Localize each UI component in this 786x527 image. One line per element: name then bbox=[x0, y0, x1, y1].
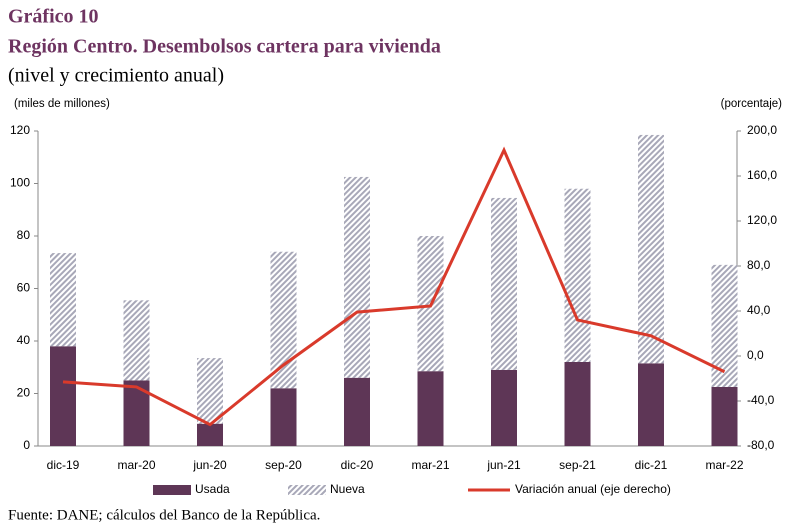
y-tick-label: 40 bbox=[17, 333, 31, 347]
bar bbox=[50, 253, 76, 347]
y-tick-label: 60 bbox=[17, 281, 31, 295]
bar bbox=[123, 300, 150, 381]
y-tick-label: 120 bbox=[10, 123, 30, 137]
y-tick-label: 80 bbox=[17, 228, 31, 242]
bar bbox=[638, 363, 664, 446]
x-tick-label: mar-20 bbox=[117, 458, 155, 472]
legend-label: Nueva bbox=[330, 482, 365, 496]
legend-swatch bbox=[153, 485, 191, 495]
x-tick-label: sep-21 bbox=[559, 458, 596, 472]
line-series bbox=[62, 146, 726, 427]
y2-tick-label: 0,0 bbox=[747, 348, 764, 362]
y2-tick-label: -80,0 bbox=[747, 438, 775, 452]
source: Fuente: DANE; cálculos del Banco de la R… bbox=[8, 507, 320, 523]
legend-swatch bbox=[288, 485, 326, 495]
chart-title: Gráfico 10 bbox=[8, 6, 99, 28]
y-axis-label: (miles de millones) bbox=[14, 98, 110, 110]
x-tick-label: jun-20 bbox=[192, 458, 227, 472]
bar bbox=[711, 386, 738, 446]
x-tick-label: dic-21 bbox=[635, 458, 668, 472]
bar bbox=[491, 369, 517, 446]
y2-tick-label: 160,0 bbox=[747, 168, 777, 182]
bar bbox=[270, 251, 297, 389]
y-tick-label: 0 bbox=[23, 438, 30, 452]
bar bbox=[344, 377, 370, 446]
bar bbox=[564, 188, 591, 362]
bar bbox=[417, 371, 444, 446]
bar bbox=[197, 423, 223, 446]
y-tick-label: 20 bbox=[17, 386, 31, 400]
y-tick-label: 100 bbox=[10, 176, 30, 190]
bar bbox=[564, 362, 591, 446]
bar bbox=[638, 134, 664, 364]
y2-tick-label: 80,0 bbox=[747, 258, 771, 272]
x-tick-label: dic-20 bbox=[341, 458, 374, 472]
y2-tick-label: 40,0 bbox=[747, 303, 771, 317]
bar bbox=[344, 176, 370, 378]
x-tick-label: dic-19 bbox=[47, 458, 80, 472]
x-tick-label: sep-20 bbox=[265, 458, 302, 472]
chart-subtitle: Región Centro. Desembolsos cartera para … bbox=[8, 36, 441, 58]
bar bbox=[197, 358, 223, 424]
legend-label: Variación anual (eje derecho) bbox=[515, 482, 671, 496]
x-tick-label: jun-21 bbox=[486, 458, 521, 472]
x-tick-label: mar-22 bbox=[705, 458, 743, 472]
y2-tick-label: 120,0 bbox=[747, 213, 777, 227]
y2-tick-label: 200,0 bbox=[747, 123, 777, 137]
legend-label: Usada bbox=[195, 482, 230, 496]
y2-tick-label: -40,0 bbox=[747, 393, 775, 407]
chart-description: (nivel y crecimiento anual) bbox=[8, 65, 224, 87]
bar bbox=[270, 388, 297, 446]
x-tick-label: mar-21 bbox=[411, 458, 449, 472]
y2-axis-label: (porcentaje) bbox=[721, 98, 783, 110]
bar bbox=[50, 346, 76, 446]
bar bbox=[491, 197, 517, 370]
